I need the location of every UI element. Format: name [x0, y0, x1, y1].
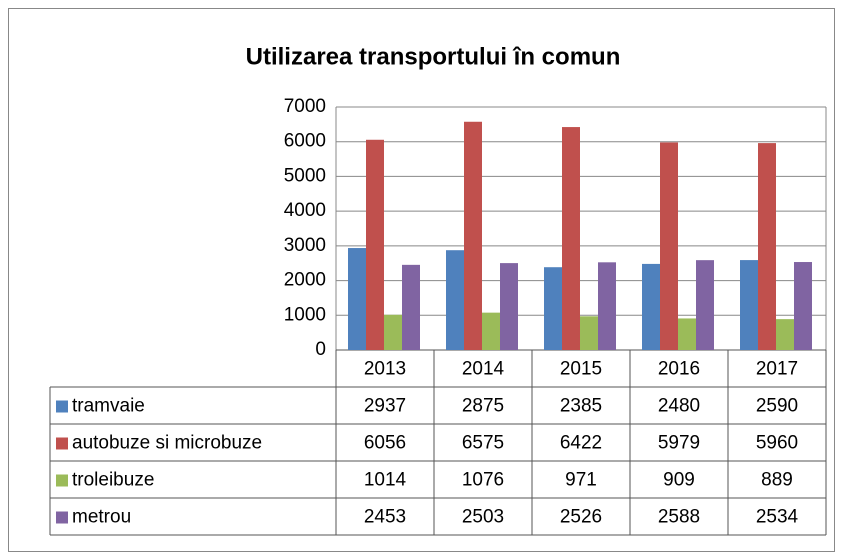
- bar: [678, 318, 696, 350]
- bar: [660, 142, 678, 350]
- legend-key: [56, 474, 68, 487]
- table-value: 6422: [560, 433, 602, 454]
- table-value: 2875: [462, 396, 504, 417]
- table-value: 2590: [756, 396, 798, 417]
- table-value: 6056: [364, 433, 406, 454]
- y-tick-label: 5000: [284, 165, 326, 186]
- table-value: 5979: [658, 433, 700, 454]
- bar: [794, 262, 812, 350]
- legend-key: [56, 511, 68, 524]
- bar: [366, 139, 384, 350]
- x-tick-label: 2016: [658, 359, 700, 380]
- legend-key: [56, 400, 68, 413]
- legend-label: tramvaie: [72, 396, 145, 417]
- y-tick-label: 2000: [284, 270, 326, 291]
- y-tick-label: 4000: [284, 200, 326, 221]
- chart-title: Utilizarea transportului în comun: [246, 43, 621, 70]
- table-value: 2503: [462, 507, 504, 528]
- x-tick-label: 2014: [462, 359, 505, 380]
- bar: [500, 263, 518, 350]
- table-value: 909: [663, 470, 695, 491]
- bar: [758, 143, 776, 350]
- bar: [464, 121, 482, 350]
- bar: [482, 312, 500, 350]
- table-value: 971: [565, 470, 597, 491]
- table-value: 1014: [364, 470, 407, 491]
- y-tick-label: 7000: [284, 96, 326, 117]
- x-tick-label: 2017: [756, 359, 798, 380]
- x-tick-label: 2013: [364, 359, 406, 380]
- y-tick-label: 0: [315, 339, 326, 360]
- bar: [776, 319, 794, 350]
- table-value: 2453: [364, 507, 406, 528]
- bar: [544, 267, 562, 350]
- legend-label: troleibuze: [72, 470, 154, 491]
- bar: [598, 262, 616, 350]
- bar: [642, 263, 660, 350]
- y-tick-label: 1000: [284, 304, 326, 325]
- table-value: 6575: [462, 433, 504, 454]
- table-value: 2588: [658, 507, 700, 528]
- y-tick-label: 3000: [284, 235, 326, 256]
- bar: [402, 264, 420, 350]
- table-value: 5960: [756, 433, 798, 454]
- y-tick-label: 6000: [284, 131, 326, 152]
- legend-label: autobuze si microbuze: [72, 433, 262, 454]
- table-value: 2937: [364, 396, 406, 417]
- table-value: 2480: [658, 396, 700, 417]
- table-value: 2526: [560, 507, 602, 528]
- bar: [696, 260, 714, 350]
- table-value: 889: [761, 470, 793, 491]
- bar: [384, 314, 402, 350]
- table-value: 2385: [560, 396, 602, 417]
- table-value: 2534: [756, 507, 799, 528]
- x-tick-label: 2015: [560, 359, 602, 380]
- bar: [740, 260, 758, 350]
- bar: [348, 248, 366, 350]
- table-value: 1076: [462, 470, 504, 491]
- bar: [580, 316, 598, 350]
- bar: [446, 250, 464, 350]
- bar: [562, 127, 580, 351]
- legend-key: [56, 437, 68, 450]
- legend-label: metrou: [72, 507, 131, 528]
